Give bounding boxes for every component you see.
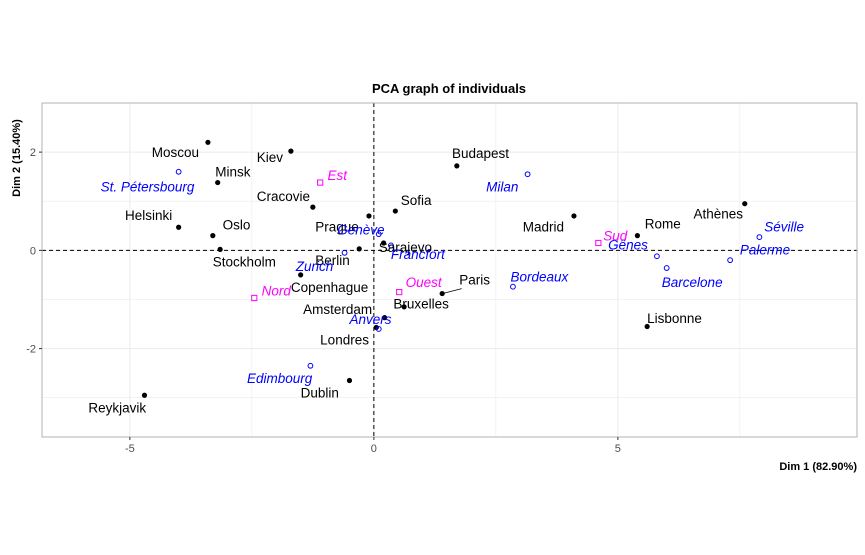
y-tick-label: -2	[26, 344, 36, 356]
point-label: Budapest	[452, 146, 509, 161]
point-label: Prague	[315, 220, 359, 235]
point-supplementary	[510, 283, 516, 290]
point-supplementary	[727, 257, 734, 264]
point-label: Cracovie	[257, 189, 310, 204]
point-active	[288, 148, 294, 154]
point-label: Ouest	[406, 275, 443, 290]
point-label: St. Pétersbourg	[101, 179, 195, 194]
x-tick-label: -5	[125, 443, 135, 455]
point-active	[215, 179, 221, 186]
point-active	[176, 224, 182, 230]
point-active	[644, 323, 650, 330]
label-connector	[442, 288, 462, 294]
point-label: Amsterdam	[303, 302, 372, 317]
y-axis-title: Dim 2 (15.40%)	[11, 119, 23, 197]
point-label: Zurich	[295, 259, 334, 274]
point-active	[141, 392, 148, 398]
point-active	[205, 139, 211, 145]
point-label: Genève	[337, 223, 384, 238]
point-active	[392, 208, 398, 214]
point-label: Rome	[645, 216, 681, 231]
x-axis-title: Dim 1 (82.90%)	[779, 461, 857, 473]
point-label: Lisbonne	[647, 311, 702, 326]
point-label: Est	[327, 168, 348, 183]
point-label: Londres	[320, 333, 369, 348]
point-supplementary	[307, 362, 314, 369]
point-label: Sud	[603, 229, 628, 244]
point-label: Kiev	[257, 150, 284, 165]
point-active	[571, 213, 577, 219]
point-supplementary	[756, 234, 763, 240]
point-category	[251, 294, 258, 302]
point-label: Copenhague	[291, 280, 368, 295]
point-label: Palerme	[740, 242, 790, 257]
y-tick-label: 2	[30, 147, 36, 159]
point-label: Bordeaux	[511, 269, 570, 284]
point-supplementary	[524, 171, 531, 178]
point-active	[210, 233, 216, 239]
point-label: Sarajevo	[379, 240, 432, 255]
point-supplementary	[375, 231, 382, 238]
point-label: Minsk	[215, 165, 251, 180]
point-label: Francfort	[391, 247, 446, 262]
plot-panel-border	[41, 102, 858, 438]
point-supplementary	[175, 168, 182, 175]
point-supplementary	[375, 326, 382, 332]
point-label: Edimbourg	[247, 371, 313, 386]
point-label: Madrid	[523, 220, 564, 235]
reference-lines	[42, 103, 857, 437]
point-active	[742, 201, 748, 207]
x-tick-label: 0	[371, 443, 377, 455]
point-active	[401, 304, 407, 310]
point-category	[396, 289, 403, 296]
point-category	[595, 239, 602, 247]
point-category	[317, 179, 324, 186]
x-axis-ticks: -5 0 5	[125, 437, 621, 455]
point-supplementary	[388, 242, 394, 249]
label-connectors	[442, 288, 462, 294]
point-active	[454, 163, 460, 169]
point-active	[381, 315, 388, 321]
point-active	[381, 240, 387, 246]
point-labels: Moscou Kiev Minsk Cracovie Budapest Sofia Hels…	[88, 145, 804, 415]
x-tick-label: 5	[615, 443, 621, 455]
point-supplementary	[663, 265, 670, 271]
point-label: Helsinki	[125, 208, 172, 223]
point-label: Paris	[459, 273, 490, 288]
point-label: Séville	[764, 220, 804, 235]
point-supplementary	[654, 253, 660, 260]
point-label: Bruxelles	[393, 296, 449, 311]
point-label: Anvers	[348, 312, 391, 327]
point-active	[356, 246, 362, 252]
chart-title: PCA graph of individuals	[372, 81, 526, 96]
point-label: Athènes	[694, 206, 744, 221]
point-label: Berlin	[315, 253, 350, 268]
point-label: Sofia	[401, 193, 432, 208]
point-label: Moscou	[152, 145, 199, 160]
point-label: Nord	[262, 284, 292, 299]
point-active	[366, 213, 372, 219]
point-active	[298, 272, 304, 278]
y-tick-label: 0	[30, 245, 36, 257]
point-label: Milan	[486, 179, 518, 194]
point-active	[217, 246, 223, 252]
data-points	[141, 139, 763, 398]
point-supplementary	[341, 249, 348, 256]
point-active	[346, 377, 353, 384]
point-label: Oslo	[223, 218, 251, 233]
point-label: Reykjavik	[88, 400, 146, 415]
point-label: Dublin	[301, 386, 339, 401]
y-axis-ticks: -2 0 2	[26, 147, 42, 356]
point-active	[634, 233, 640, 239]
point-label: Gênes	[608, 237, 648, 252]
point-active	[439, 290, 445, 297]
point-active	[310, 204, 316, 210]
point-label: Barcelone	[662, 275, 723, 290]
point-label: Stockholm	[213, 255, 276, 270]
